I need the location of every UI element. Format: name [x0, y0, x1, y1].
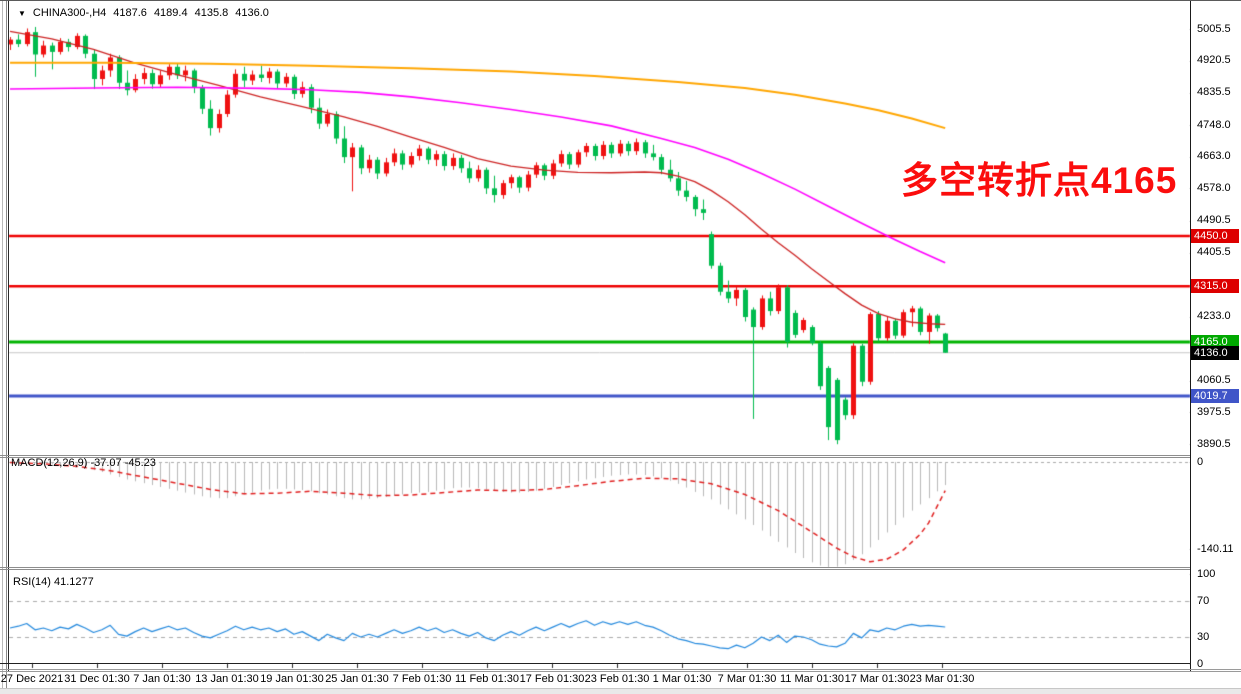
panel-separator[interactable]: [0, 455, 1190, 456]
rsi-indicator-label: RSI(14) 41.1277: [13, 576, 94, 588]
price-line-label: 4136.0: [1191, 345, 1239, 360]
date-label: 7 Jan 01:30: [133, 673, 191, 685]
ohlc-high: 4189.4: [153, 7, 188, 19]
bottom-separator: [0, 669, 1241, 670]
price-tick-label: 4748.0: [1197, 118, 1231, 131]
macd-indicator-label: MACD(12,26,9) -37.07 -45.23: [11, 457, 156, 469]
panel-separator[interactable]: [0, 567, 1190, 568]
date-label: 17 Feb 01:30: [519, 673, 585, 685]
price-tick-label: 4835.5: [1197, 86, 1231, 99]
date-label: 11 Mar 01:30: [779, 673, 845, 685]
price-tick-label: 4663.0: [1197, 150, 1231, 163]
rsi-tick-label: 100: [1197, 567, 1216, 580]
annotation-text: 多空转折点4165: [901, 160, 1178, 201]
date-label: 17 Mar 01:30: [844, 673, 910, 685]
price-tick-label: 4920.5: [1197, 54, 1231, 67]
chart-left-border: [8, 1, 9, 671]
price-tick-label: 4405.5: [1197, 246, 1231, 258]
date-label: 11 Feb 01:30: [454, 673, 520, 685]
window-bottom-strip: [0, 688, 1241, 694]
symbol-dropdown-icon[interactable]: ▼: [18, 8, 26, 18]
symbol-period-label: CHINA300-,H4: [32, 7, 107, 19]
chart-canvas[interactable]: [0, 0, 1191, 693]
date-label: 1 Mar 01:30: [652, 673, 712, 685]
price-tick-label: 4060.5: [1197, 374, 1231, 387]
ohlc-close: 4136.0: [235, 7, 269, 19]
time-axis-line: [0, 663, 1191, 664]
date-label: 23 Feb 01:30: [584, 673, 650, 685]
date-label: 19 Jan 01:30: [260, 673, 324, 685]
price-line-label: 4165.0: [1191, 334, 1239, 349]
date-label: 23 Mar 01:30: [909, 673, 975, 685]
price-tick-label: 4578.0: [1197, 181, 1231, 194]
macd-tick-label: -140.11: [1197, 542, 1234, 555]
price-line-label: 4450.0: [1191, 228, 1239, 243]
date-label: 27 Dec 2021: [0, 673, 64, 685]
price-tick-label: 4233.0: [1197, 310, 1231, 323]
price-tick-label: 3975.5: [1197, 405, 1231, 418]
chart-header: ▼ CHINA300-,H4 4187.6 4189.4 4135.8 4136…: [18, 7, 269, 19]
price-tick-label: 4490.5: [1197, 214, 1231, 227]
ohlc-low: 4135.8: [194, 7, 229, 19]
price-tick-label: 3890.5: [1197, 437, 1231, 450]
rsi-tick-label: 0: [1197, 657, 1204, 670]
date-label: 7 Mar 01:30: [717, 673, 777, 685]
bottom-separator: [0, 671, 1241, 672]
ohlc-open: 4187.6: [113, 7, 147, 19]
date-label: 31 Dec 01:30: [64, 673, 130, 685]
chart-right-border: [1190, 1, 1191, 671]
date-label: 25 Jan 01:30: [325, 673, 389, 685]
price-line-label: 4315.0: [1191, 279, 1239, 294]
rsi-tick-label: 30: [1197, 630, 1210, 643]
price-line-label: 4019.7: [1191, 388, 1239, 403]
macd-tick-label: 0: [1197, 455, 1204, 468]
date-label: 13 Jan 01:30: [195, 673, 259, 685]
rsi-tick-label: 70: [1197, 594, 1210, 607]
panel-separator[interactable]: [0, 569, 1190, 570]
price-tick-label: 5005.5: [1197, 22, 1231, 35]
panel-separator[interactable]: [0, 457, 1190, 458]
date-label: 7 Feb 01:30: [392, 673, 452, 685]
